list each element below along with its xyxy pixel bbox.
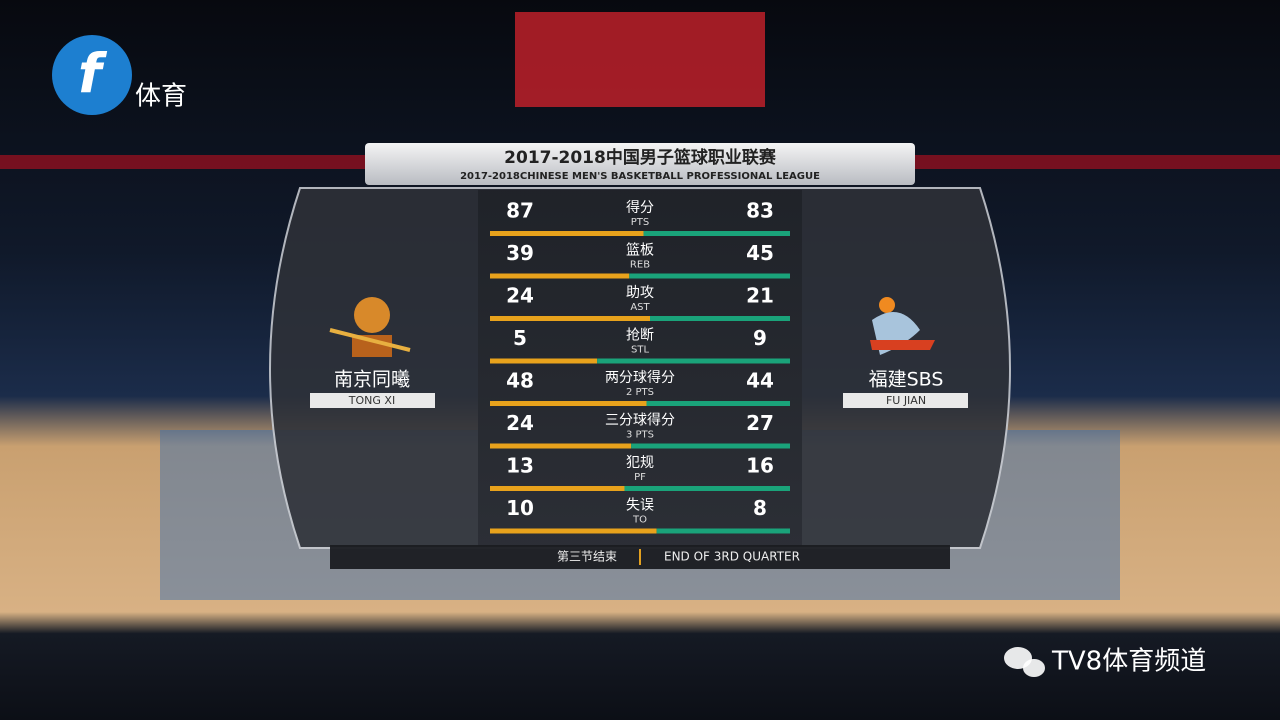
stat-label: 失误 xyxy=(626,498,654,514)
away-value: 83 xyxy=(746,199,774,223)
header-subtitle: 2017-2018CHINESE MEN'S BASKETBALL PROFES… xyxy=(460,171,820,182)
home-share-bar xyxy=(490,401,647,406)
away-value: 44 xyxy=(746,369,774,393)
stat-label-en: PF xyxy=(634,472,646,483)
away-value: 27 xyxy=(746,411,774,435)
stat-label-en: STL xyxy=(631,345,649,356)
home-value: 24 xyxy=(506,411,534,435)
stat-label-en: TO xyxy=(632,515,647,526)
away-share-bar xyxy=(629,273,790,279)
header-title: 2017-2018中国男子篮球职业联赛 xyxy=(504,147,777,168)
home-label-box xyxy=(310,393,435,408)
watermark: TV8体育频道 xyxy=(1051,647,1206,677)
away-team-name: 福建SBS xyxy=(869,369,944,391)
away-share-bar xyxy=(646,401,790,406)
home-value: 87 xyxy=(506,199,534,223)
stat-label: 三分球得分 xyxy=(605,412,675,429)
stat-label: 犯规 xyxy=(626,455,654,471)
away-share-bar xyxy=(650,316,790,321)
away-value: 21 xyxy=(746,284,774,308)
home-share-bar xyxy=(490,231,644,236)
away-share-bar xyxy=(631,443,790,449)
stat-label-en: 2 PTS xyxy=(626,387,654,398)
home-value: 10 xyxy=(506,496,534,520)
home-team-label: TONG XI xyxy=(348,394,395,407)
stat-label: 两分球得分 xyxy=(605,369,675,386)
away-value: 9 xyxy=(753,326,767,350)
away-share-bar xyxy=(643,231,790,236)
channel-logo xyxy=(52,35,132,115)
home-share-bar xyxy=(490,358,598,364)
home-value: 13 xyxy=(506,454,534,478)
home-share-bar xyxy=(490,486,625,491)
away-share-bar xyxy=(656,528,790,534)
header-bar xyxy=(365,143,915,185)
away-value: 45 xyxy=(746,241,774,265)
stat-label-en: AST xyxy=(630,302,650,313)
away-label-box xyxy=(843,393,968,408)
away-share-bar xyxy=(624,486,790,491)
stat-label-en: REB xyxy=(630,260,650,271)
home-share-bar xyxy=(490,528,657,534)
status-en: END OF 3RD QUARTER xyxy=(664,550,800,564)
away-share-bar xyxy=(597,358,790,364)
wechat-icon xyxy=(1004,647,1045,677)
scoreboard-screens xyxy=(515,12,765,107)
home-value: 39 xyxy=(506,241,534,265)
home-share-bar xyxy=(490,273,630,279)
away-logo xyxy=(870,297,935,355)
stat-label-en: 3 PTS xyxy=(626,430,654,441)
away-team-label: FU JIAN xyxy=(886,394,926,407)
home-share-bar xyxy=(490,316,650,321)
home-value: 24 xyxy=(506,284,534,308)
home-value: 48 xyxy=(506,369,534,393)
away-value: 8 xyxy=(753,496,767,520)
home-share-bar xyxy=(490,443,632,449)
home-value: 5 xyxy=(513,326,527,350)
stat-label: 助攻 xyxy=(626,285,654,301)
home-logo xyxy=(329,297,411,357)
away-value: 16 xyxy=(746,454,774,478)
stat-label-en: PTS xyxy=(631,217,650,228)
channel-name: 体育 xyxy=(135,82,187,112)
stat-label: 篮板 xyxy=(626,243,654,259)
status-cn: 第三节结束 xyxy=(557,550,617,564)
home-team-name: 南京同曦 xyxy=(334,369,410,391)
stat-label: 抢断 xyxy=(626,327,654,344)
stat-label: 得分 xyxy=(626,199,654,216)
